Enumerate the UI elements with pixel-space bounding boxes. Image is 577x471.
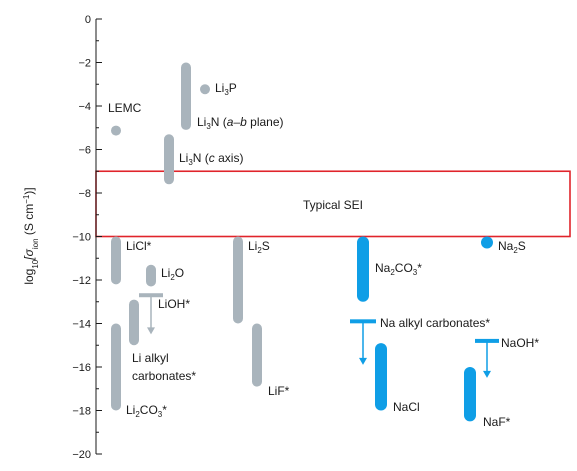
label-licl: LiCl* — [126, 239, 152, 253]
bars-layer — [111, 62, 499, 422]
label-li-alkyl-carbonates-line1: Li alkyl — [132, 351, 169, 365]
bar-lif — [252, 323, 262, 387]
label-li3n-c-axis: Li3N (c axis) — [179, 151, 243, 167]
y-axis-label: log10[σion (S cm−1)] — [22, 187, 40, 284]
y-tick-label: −8 — [78, 188, 91, 200]
bar-nacl — [375, 343, 387, 411]
bar-li-alkyl-carbonates — [129, 299, 139, 346]
bar-licl — [111, 236, 121, 285]
limit-arrow-naoh — [475, 338, 499, 378]
y-tick-label: −14 — [72, 319, 91, 331]
y-tick-label: −2 — [78, 58, 91, 70]
y-tick-label: 0 — [85, 14, 91, 26]
y-tick-label: −12 — [72, 275, 91, 287]
typical-sei-label: Typical SEI — [303, 198, 363, 212]
y-tick-label: −16 — [72, 362, 91, 374]
bar-lemc — [111, 125, 121, 136]
bar-li2o — [146, 264, 156, 287]
y-tick-label: −18 — [72, 406, 91, 418]
bar-li3n-c-axis — [164, 134, 174, 185]
y-tick-label: −10 — [72, 232, 91, 244]
bar-li2co3 — [111, 323, 121, 411]
label-li2o: Li2O — [161, 266, 184, 282]
label-li3p: Li3P — [215, 81, 237, 97]
y-tick-label: −4 — [78, 101, 91, 113]
label-na2s: Na2S — [498, 239, 526, 255]
labels-layer: LEMC Li3P Li3N (a–b plane) Li3N (c axis) LiC… — [108, 81, 539, 429]
limit-arrow-na-alkyl-carbonates — [350, 319, 376, 365]
limit-arrow-lioh — [139, 293, 163, 335]
bar-li3p — [200, 84, 210, 95]
label-na-alkyl-carbonates: Na alkyl carbonates* — [380, 316, 490, 330]
y-tick-label: −20 — [72, 449, 91, 461]
bar-na2co3 — [357, 236, 369, 302]
label-li3n-a-b-plane: Li3N (a–b plane) — [197, 115, 284, 131]
label-li-alkyl-carbonates-line2: carbonates* — [132, 369, 196, 383]
bar-naf — [464, 367, 476, 422]
label-na2co3: Na2CO3* — [375, 261, 422, 277]
bar-na2s — [481, 236, 493, 249]
bar-li3n-a-b-plane — [181, 62, 191, 130]
label-lemc: LEMC — [108, 101, 142, 115]
label-nacl: NaCl — [393, 400, 420, 414]
label-naf: NaF* — [483, 415, 511, 429]
label-li2s: Li2S — [248, 239, 270, 255]
label-li2co3: Li2CO3* — [126, 403, 167, 419]
label-lif: LiF* — [268, 384, 290, 398]
bar-li2s — [233, 236, 243, 324]
y-axis: 0 −2 −4 −6 −8 −10 −12 −14 −16 −18 −20 log10[σion (S… — [22, 14, 102, 461]
label-naoh: NaOH* — [501, 336, 539, 350]
y-tick-label: −6 — [78, 145, 91, 157]
label-lioh: LiOH* — [158, 297, 190, 311]
